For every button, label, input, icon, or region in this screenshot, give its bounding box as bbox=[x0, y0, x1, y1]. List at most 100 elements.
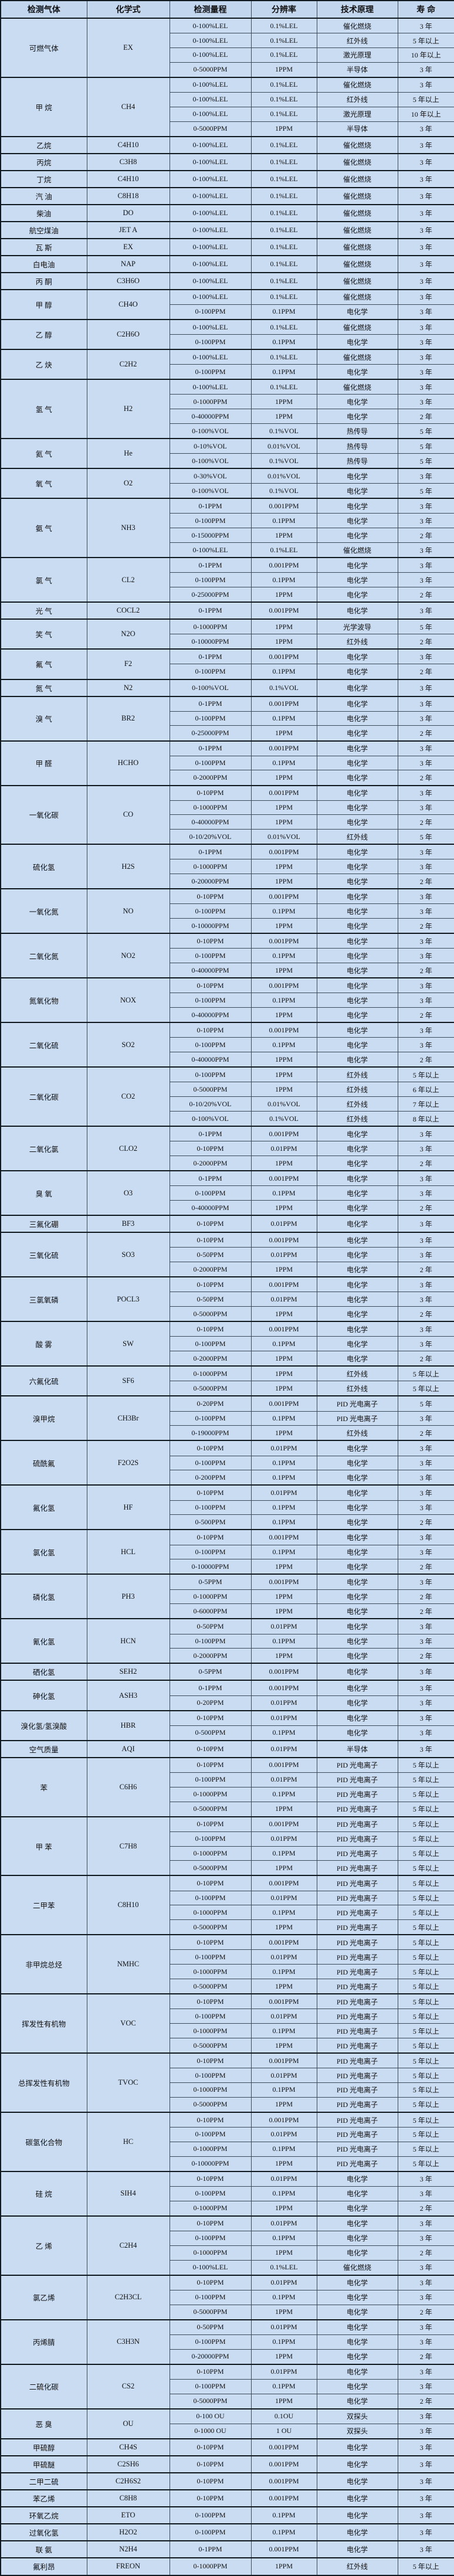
gas-name-cell: 乙 醇 bbox=[0, 319, 87, 351]
principle-cell: 电化学 bbox=[316, 468, 398, 484]
resolution-cell: 1PPM bbox=[250, 1979, 317, 1994]
lifespan-cell: 3 年 bbox=[397, 498, 454, 514]
table-row: 磷化氢 PH3 0-5PPM 0.001PPM 电化学 3 年 bbox=[0, 1574, 454, 1620]
principle-cell: PID 光电离子 bbox=[316, 2009, 398, 2024]
principle-cell: 电化学 bbox=[316, 1680, 398, 1696]
detection-range-cell: 0-5000PPM bbox=[169, 1860, 252, 1876]
principle-cell: 电化学 bbox=[316, 1336, 398, 1352]
table-row: 氯化氢 HCL 0-10PPM 0.001PPM 电化学 3 年 bbox=[0, 1529, 454, 1575]
principle-cell: 激光原理 bbox=[316, 47, 398, 63]
lifespan-cell: 2 年 bbox=[397, 918, 454, 934]
table-row: 0-100PPM 0.1PPM 电化学 3 年 bbox=[1, 2334, 454, 2350]
formula-cell: C2SH6 bbox=[86, 2455, 170, 2473]
resolution-cell: 0.1PPM bbox=[250, 1185, 317, 1201]
lifespan-cell: 7 年以上 bbox=[397, 1096, 454, 1112]
principle-cell: 热传导 bbox=[316, 453, 398, 469]
resolution-cell: 0.01PPM bbox=[250, 1215, 317, 1233]
lifespan-cell: 3 年 bbox=[397, 933, 454, 949]
resolution-cell: 0.1PPM bbox=[250, 903, 317, 919]
resolution-cell: 0.01PPM bbox=[250, 1440, 317, 1456]
principle-cell: 电化学 bbox=[316, 2349, 398, 2365]
formula-cell: NMHC bbox=[86, 1934, 170, 1995]
principle-cell: PID 光电离子 bbox=[316, 2096, 398, 2113]
resolution-cell: 0.1PPM bbox=[250, 1500, 317, 1515]
lifespan-cell: 3 年 bbox=[397, 220, 454, 239]
gas-name-cell: 三氯氧磷 bbox=[0, 1276, 87, 1323]
lifespan-cell: 3 年 bbox=[397, 695, 454, 712]
table-row: 0-100%VOL 0.1%VOL 红外线 8 年以上 bbox=[1, 1111, 454, 1127]
gas-name-cell: 二甲苯 bbox=[0, 1875, 87, 1936]
formula-cell: C8H18 bbox=[86, 186, 170, 205]
principle-cell: PID 光电离子 bbox=[316, 2156, 398, 2172]
principle-cell: 电化学 bbox=[316, 1232, 398, 1248]
detection-range-cell: 0-1000PPM bbox=[169, 394, 252, 410]
table-row: 0-500PPM 0.1PPM 电化学 3 年 bbox=[1, 1725, 454, 1741]
resolution-cell: 0.001PPM bbox=[250, 648, 317, 665]
lifespan-cell: 3 年 bbox=[397, 1470, 454, 1486]
resolution-cell: 1PPM bbox=[250, 2245, 317, 2261]
principle-cell: 催化燃烧 bbox=[316, 186, 398, 205]
principle-cell: 催化燃烧 bbox=[316, 254, 398, 273]
table-row: 氟化氢 HF 0-10PPM 0.01PPM 电化学 3 年 bbox=[0, 1484, 454, 1531]
gas-name-cell: 三氟化硼 bbox=[0, 1215, 87, 1233]
lifespan-cell: 3 年 bbox=[397, 2506, 454, 2524]
lifespan-cell: 5 年以上 bbox=[397, 1786, 454, 1802]
lifespan-cell: 3 年 bbox=[397, 1215, 454, 1233]
resolution-cell: 0.001PPM bbox=[250, 1574, 317, 1590]
resolution-cell: 0.1%VOL bbox=[250, 483, 317, 499]
resolution-cell: 0.1PPM bbox=[250, 1786, 317, 1802]
table-row: 0-5000PPM 1PPM 电化学 2 年 bbox=[1, 1306, 454, 1322]
principle-cell: 电化学 bbox=[316, 1544, 398, 1560]
table-row: 0-100PPM 0.01PPM PID 光电离子 5 年以上 bbox=[1, 2068, 454, 2084]
detection-range-cell: 0-10/20%VOL bbox=[169, 829, 252, 845]
detection-range-cell: 0-1000 OU bbox=[169, 2423, 252, 2439]
principle-cell: 电化学 bbox=[316, 1141, 398, 1157]
resolution-cell: 0.01PPM bbox=[250, 1141, 317, 1157]
formula-cell: C3H8 bbox=[86, 152, 170, 171]
gas-name-cell: 乙烷 bbox=[0, 135, 87, 154]
principle-cell: 催化燃烧 bbox=[316, 76, 398, 93]
principle-cell: 电化学 bbox=[316, 1200, 398, 1216]
principle-cell: 电化学 bbox=[316, 513, 398, 529]
table-row: 0-10000PPM 1PPM 红外线 2 年 bbox=[1, 634, 454, 650]
lifespan-cell: 5 年以上 bbox=[397, 1979, 454, 1994]
table-row: 0-100PPM 0.1PPM 电化学 3 年 bbox=[1, 2186, 454, 2201]
lifespan-cell: 3 年 bbox=[397, 2378, 454, 2394]
gas-name-cell: 氯乙烯 bbox=[0, 2274, 87, 2320]
table-row: 硫化氢 H2S 0-1PPM 0.001PPM 电化学 3 年 bbox=[0, 844, 454, 890]
formula-cell: ASH3 bbox=[86, 1680, 170, 1711]
formula-cell: C4H10 bbox=[86, 169, 170, 188]
lifespan-cell: 3 年 bbox=[397, 288, 454, 305]
lifespan-cell: 3 年 bbox=[397, 169, 454, 188]
resolution-cell: 0.1PPM bbox=[250, 711, 317, 726]
principle-cell: PID 光电离子 bbox=[316, 1860, 398, 1876]
detection-range-cell: 0-5000PPM bbox=[169, 1919, 252, 1935]
formula-cell: NH3 bbox=[86, 498, 170, 559]
principle-cell: 电化学 bbox=[316, 2245, 398, 2261]
detection-range-cell: 0-1000PPM bbox=[169, 618, 252, 635]
table-row: 0-5000PPM 1PPM 电化学 2 年 bbox=[1, 2393, 454, 2410]
gas-name-cell: 一氧化氮 bbox=[0, 888, 87, 934]
principle-cell: PID 光电离子 bbox=[316, 1919, 398, 1935]
resolution-cell: 1PPM bbox=[250, 1801, 317, 1817]
resolution-cell: 0.001PPM bbox=[250, 1680, 317, 1696]
detection-range-cell: 0-100%LEL bbox=[169, 288, 252, 305]
detection-range-cell: 0-100%LEL bbox=[169, 349, 252, 365]
lifespan-cell: 5 年 bbox=[397, 1395, 454, 1412]
gas-name-cell: 二氧化氮 bbox=[0, 933, 87, 979]
table-row: 可燃气体 EX 0-100%LEL 0.1%LEL 催化燃烧 3 年 bbox=[0, 18, 454, 78]
formula-cell: CH3Br bbox=[86, 1395, 170, 1442]
principle-cell: 电化学 bbox=[316, 814, 398, 830]
lifespan-cell: 3 年 bbox=[397, 1710, 454, 1726]
lifespan-cell: 5 年以上 bbox=[397, 1905, 454, 1921]
principle-cell: 催化燃烧 bbox=[316, 135, 398, 154]
formula-cell: C2H3CL bbox=[86, 2274, 170, 2320]
detection-range-cell: 0-10PPM bbox=[169, 2455, 252, 2473]
table-row: 0-200PPM 0.1PPM 电化学 3 年 bbox=[1, 1470, 454, 1486]
detection-range-cell: 0-5000PPM bbox=[169, 2096, 252, 2113]
formula-cell: O3 bbox=[86, 1170, 170, 1216]
principle-cell: 电化学 bbox=[316, 557, 398, 573]
detection-range-cell: 0-10PPM bbox=[169, 888, 252, 905]
header-lifespan: 寿 命 bbox=[397, 0, 454, 19]
table-row: 0-100%LEL 0.1%LEL 激光原理 10 年以上 bbox=[1, 47, 454, 63]
